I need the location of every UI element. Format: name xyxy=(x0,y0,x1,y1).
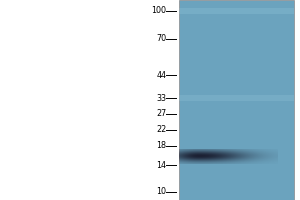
Text: 27: 27 xyxy=(156,109,167,118)
Text: 18: 18 xyxy=(157,141,166,150)
Text: 33: 33 xyxy=(157,94,166,103)
Text: 14: 14 xyxy=(157,161,166,170)
Text: 10: 10 xyxy=(157,187,166,196)
Bar xyxy=(178,0,294,200)
Text: 22: 22 xyxy=(156,125,167,134)
Text: 44: 44 xyxy=(157,71,166,80)
Bar xyxy=(178,8,294,14)
Text: 70: 70 xyxy=(156,34,167,43)
Bar xyxy=(178,95,294,101)
Text: 100: 100 xyxy=(152,6,166,15)
